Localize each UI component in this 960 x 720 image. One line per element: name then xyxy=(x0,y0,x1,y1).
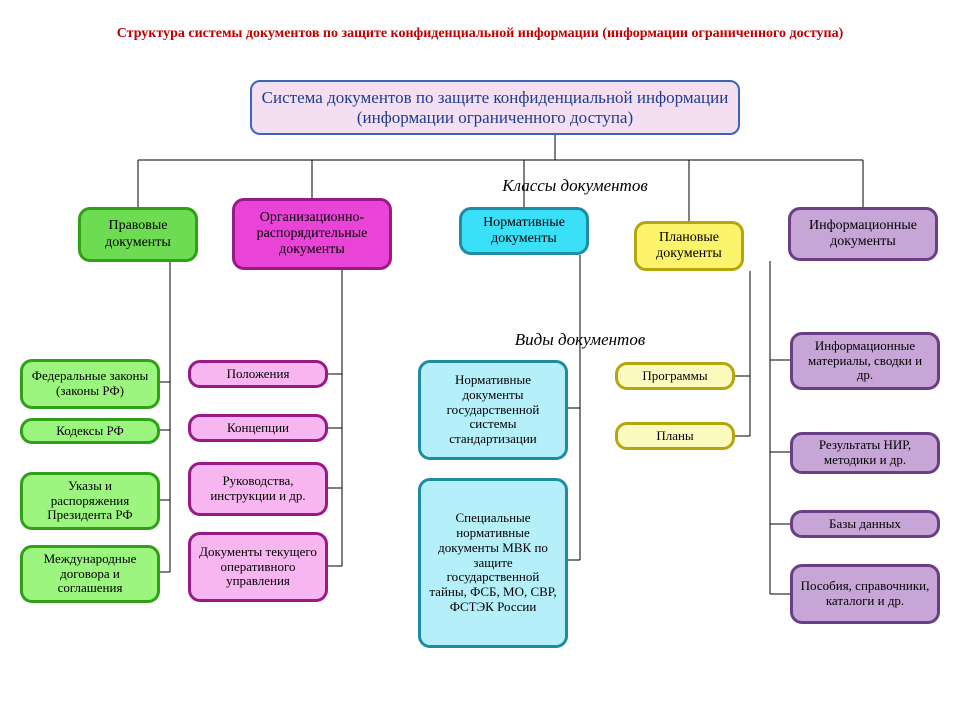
item-plan-0: Программы xyxy=(615,362,735,390)
class-header-plan: Плановые документы xyxy=(634,221,744,271)
item-info-2: Базы данных xyxy=(790,510,940,538)
item-info-1: Результаты НИР, методики и др. xyxy=(790,432,940,474)
item-info-3: Пособия, справочники, каталоги и др. xyxy=(790,564,940,624)
section-label-types: Виды документов xyxy=(460,330,700,350)
item-norm-1: Специальные нормативные документы МВК по… xyxy=(418,478,568,648)
item-legal-0: Федеральные законы (законы РФ) xyxy=(20,359,160,409)
item-info-0: Информационные материалы, сводки и др. xyxy=(790,332,940,390)
item-norm-0: Нормативные документы государственной си… xyxy=(418,360,568,460)
item-plan-1: Планы xyxy=(615,422,735,450)
item-org-2: Руководства, инструкции и др. xyxy=(188,462,328,516)
item-legal-3: Международные договора и соглашения xyxy=(20,545,160,603)
item-org-1: Концепции xyxy=(188,414,328,442)
item-legal-2: Указы и распоряжения Президента РФ xyxy=(20,472,160,530)
class-header-info: Информационные документы xyxy=(788,207,938,261)
root-box: Система документов по защите конфиденциа… xyxy=(250,80,740,135)
class-header-norm: Нормативные документы xyxy=(459,207,589,255)
item-org-0: Положения xyxy=(188,360,328,388)
class-header-org: Организационно-распорядительные документ… xyxy=(232,198,392,270)
item-org-3: Документы текущего оперативного управлен… xyxy=(188,532,328,602)
item-legal-1: Кодексы РФ xyxy=(20,418,160,444)
class-header-legal: Правовые документы xyxy=(78,207,198,262)
section-label-classes: Классы документов xyxy=(445,176,705,196)
diagram-stage: Структура системы документов по защите к… xyxy=(0,0,960,720)
diagram-title: Структура системы документов по защите к… xyxy=(0,26,960,42)
